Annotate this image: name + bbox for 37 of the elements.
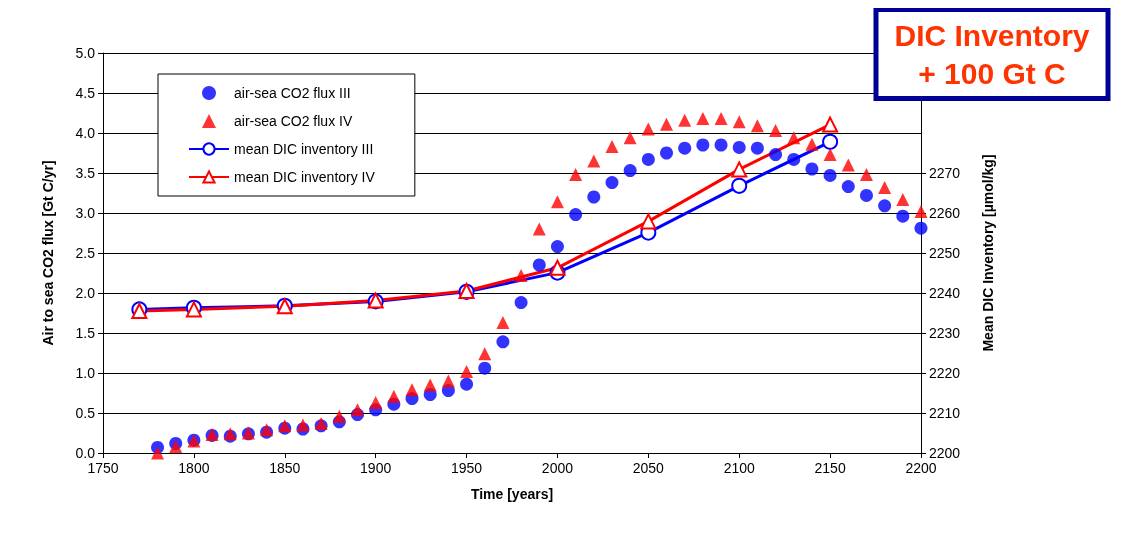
legend-label: air-sea CO2 flux III [234,85,351,101]
y2-tick-label: 2210 [929,405,961,421]
x-axis-title: Time [years] [470,486,554,502]
y2-tick-label: 2220 [929,365,961,381]
y2-tick-label: 2250 [929,245,961,261]
y2-tick-label: 2230 [929,325,961,341]
x-tick-label: 1750 [87,460,119,476]
x-tick-label: 1800 [178,460,210,476]
y2-axis-title: Mean DIC Inventory [µmol/kg] [980,154,996,352]
y-tick-label: 1.0 [75,365,96,381]
y-tick-label: 4.5 [75,85,96,101]
y2-tick-label: 2240 [929,285,961,301]
y-tick-label: 2.5 [75,245,96,261]
y-tick-label: 4.0 [75,125,96,141]
y-tick-label: 3.5 [75,165,96,181]
y-tick-label: 2.0 [75,285,96,301]
x-tick-label: 2050 [632,460,665,476]
x-tick-label: 1900 [360,460,392,476]
x-tick-label: 2000 [541,460,574,476]
y2-tick-label: 2270 [929,165,961,181]
y2-tick-label: 2200 [929,445,961,461]
x-tick-label: 1950 [450,460,483,476]
annotation: DIC Inventory + 100 Gt C [894,18,1090,90]
y-tick-label: 0.5 [75,405,96,421]
legend-label: air-sea CO2 flux IV [234,113,353,129]
legend-label: mean DIC inventory III [234,141,374,157]
x-tick-label: 1850 [269,460,301,476]
x-tick-label: 2100 [723,460,755,476]
y-tick-label: 1.5 [75,325,96,341]
y-tick-label: 0.0 [75,445,96,461]
y2-tick-label: 2260 [929,205,961,221]
legend-label: mean DIC inventory IV [234,169,376,185]
x-tick-label: 2150 [814,460,846,476]
y-tick-label: 3.0 [75,205,96,221]
y-axis-title: Air to sea CO2 flux [Gt C/yr] [40,160,56,346]
y-tick-label: 5.0 [75,45,96,61]
x-tick-label: 2200 [905,460,937,476]
